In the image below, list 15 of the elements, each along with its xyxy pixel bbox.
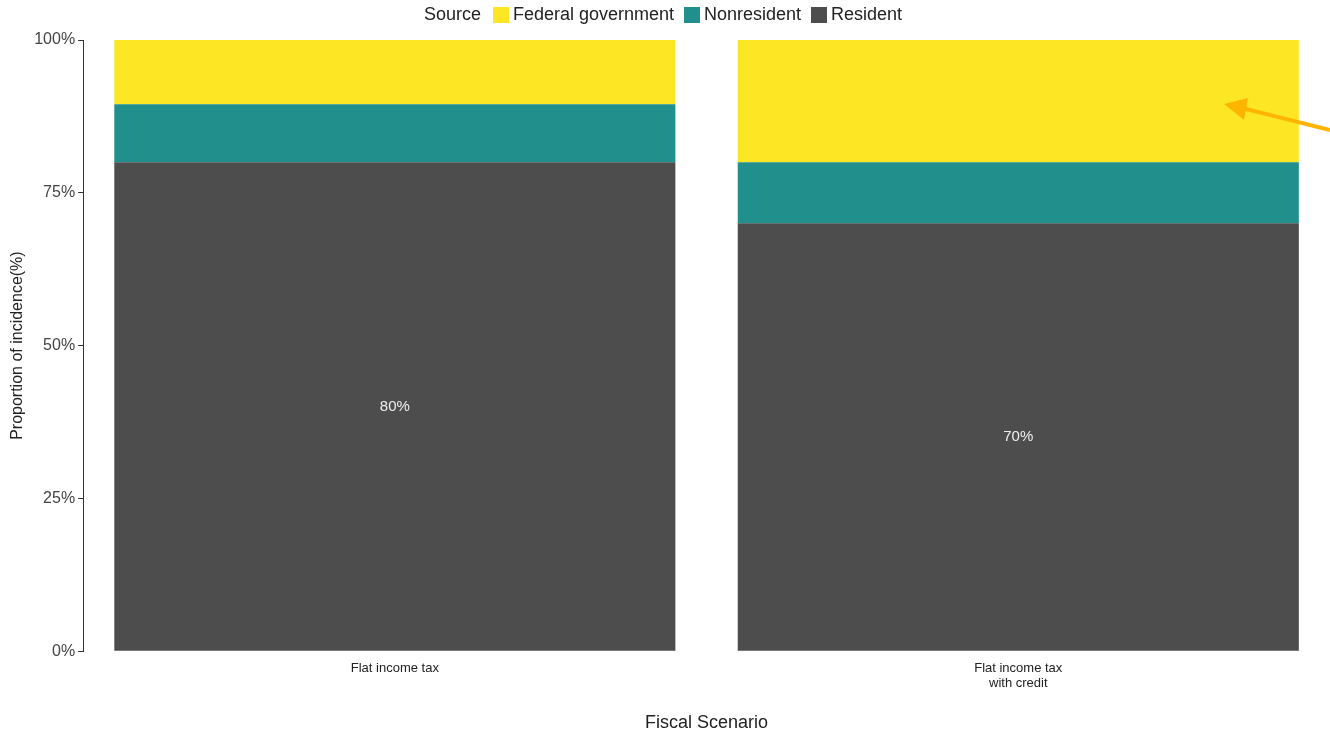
legend-title: Source <box>423 4 481 25</box>
x-tick-label: Flat income tax with credit <box>974 659 1063 691</box>
y-tick-label: 25% <box>43 488 76 506</box>
legend-label: Federal government <box>511 4 675 25</box>
data-label: 70% <box>1003 427 1034 445</box>
x-tick-label: Flat income tax <box>350 659 440 675</box>
y-tick-label: 50% <box>43 336 76 354</box>
data-label: 80% <box>379 396 410 414</box>
y-tick-label: 0% <box>52 641 76 659</box>
legend-label: Nonresident <box>703 4 802 25</box>
y-tick-label: 100% <box>34 30 76 48</box>
y-tick-label: 75% <box>43 183 76 201</box>
legend-label: Resident <box>830 4 903 25</box>
x-axis-title: Fiscal Scenario <box>645 712 769 733</box>
y-axis-title: Proportion of incidence(%) <box>8 251 26 440</box>
